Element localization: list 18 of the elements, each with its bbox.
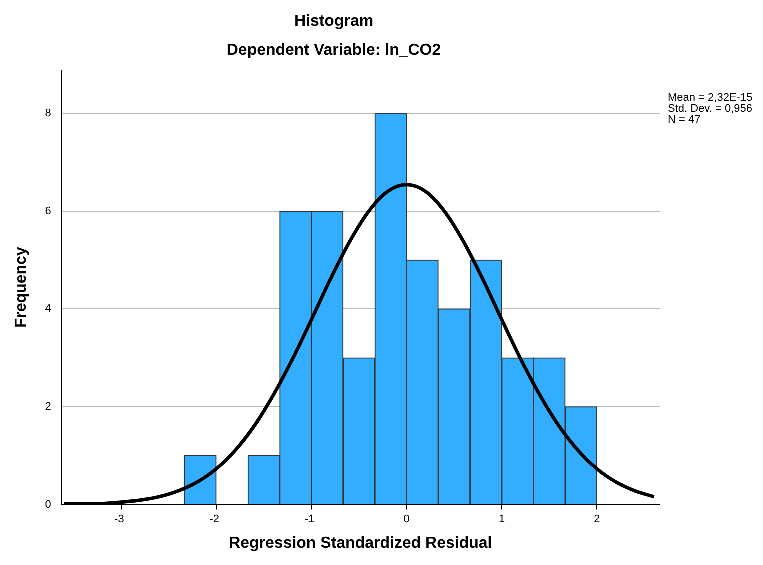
- x-tick-label: -2: [210, 513, 220, 526]
- chart-title: Histogram: [294, 13, 374, 30]
- x-tick-label: 2: [594, 513, 600, 526]
- x-axis-title: Regression Standardized Residual: [229, 534, 492, 552]
- x-tick-label: 1: [498, 513, 506, 526]
- x-tick-label: -1: [304, 513, 315, 526]
- x-tick-label: 0: [404, 513, 410, 526]
- text: Std. Dev. = 0,956: [668, 102, 752, 115]
- x-tick-label: -3: [114, 513, 124, 526]
- text: Mean = 2,32E-15: [668, 92, 753, 104]
- text: N = 47: [668, 114, 701, 126]
- y-tick-label: 8: [45, 107, 52, 120]
- y-axis-title: Frequency: [13, 247, 30, 328]
- y-tick-label: 0: [45, 498, 52, 511]
- y-tick-label: 6: [45, 205, 52, 218]
- chart-subtitle: Dependent Variable: ln_CO2: [226, 42, 442, 60]
- y-tick-label: 2: [45, 400, 52, 413]
- y-tick-label: 4: [45, 303, 52, 316]
